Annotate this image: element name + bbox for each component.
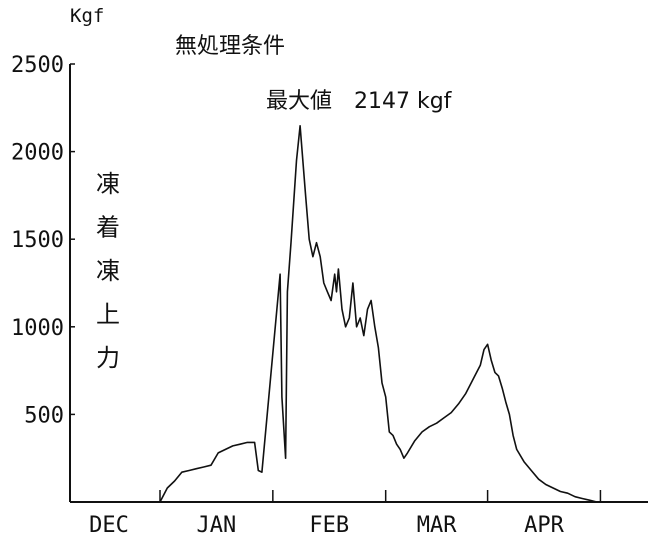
x-tick-labels: DEC JAN FEB MAR APR xyxy=(89,513,564,538)
ylabel-char: 上 xyxy=(96,301,120,329)
x-tick-label-feb: FEB xyxy=(309,513,349,538)
x-tick-label-mar: MAR xyxy=(417,513,457,538)
y-tick-label: 1500 xyxy=(11,228,64,253)
y-tick-label: 500 xyxy=(24,403,64,428)
y-tick-label: 2500 xyxy=(11,53,64,78)
x-tick-label-apr: APR xyxy=(524,513,564,538)
y-tick-label: 1000 xyxy=(11,316,64,341)
series-line-uplift-force xyxy=(159,125,597,503)
ylabel-char: 凍 xyxy=(96,170,120,198)
max-value-annotation: 最大値 2147 kgf xyxy=(266,89,453,114)
ylabel-char: 着 xyxy=(96,214,120,242)
chart-title: 無処理条件 xyxy=(175,34,285,59)
ylabel-char: 力 xyxy=(96,344,120,372)
ylabel-char: 凍 xyxy=(96,257,120,285)
x-tick-label-jan: JAN xyxy=(197,513,237,538)
y-tick-marks xyxy=(70,63,75,416)
y-tick-label: 2000 xyxy=(11,141,64,166)
y-unit-label: Kgf xyxy=(70,5,104,27)
x-tick-marks xyxy=(159,490,602,502)
y-tick-labels: 500 1000 1500 2000 2500 xyxy=(11,53,64,428)
x-tick-label-dec: DEC xyxy=(89,513,129,538)
